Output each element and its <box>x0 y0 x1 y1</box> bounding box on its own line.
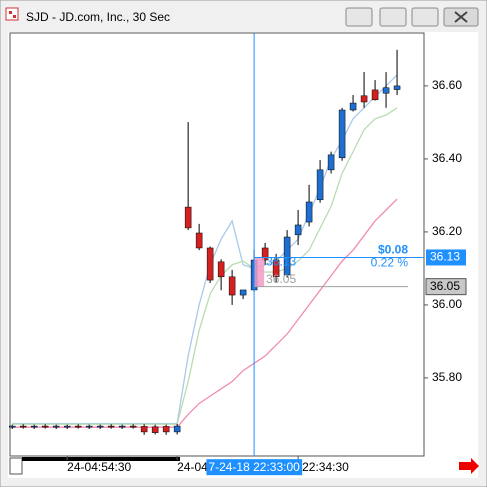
candle-body <box>63 425 71 428</box>
candle-body <box>349 102 357 111</box>
candle-body <box>52 425 60 428</box>
scroll-box[interactable] <box>9 457 23 475</box>
candle-body <box>228 276 236 296</box>
candle-body <box>261 247 269 261</box>
candle-body <box>327 154 335 171</box>
candle-body <box>371 89 379 101</box>
y-tick-label: 36.60 <box>432 78 462 92</box>
candle-body <box>316 169 324 201</box>
crosshair-label: 7-24-18 22:33:00 <box>208 460 300 474</box>
candle-body <box>118 425 126 428</box>
price-tag <box>426 249 466 266</box>
app-icon-dot <box>13 15 16 18</box>
y-tick-label: 35.80 <box>432 370 462 384</box>
price-tag-label: 36.05 <box>430 279 460 293</box>
candle-body <box>162 426 170 433</box>
scroll-bar[interactable] <box>22 457 180 461</box>
minimize-button[interactable] <box>379 7 407 27</box>
link-button[interactable] <box>345 7 373 27</box>
scroll-arrow[interactable] <box>459 458 479 474</box>
candle-body <box>360 95 368 103</box>
level-annotation: 36.05 <box>266 272 296 286</box>
change-percent: 0.22 % <box>371 256 409 270</box>
candle-body <box>8 425 16 428</box>
maximize-button[interactable] <box>411 7 439 27</box>
candle-body <box>217 261 225 278</box>
candle-body <box>272 259 280 278</box>
candle-body <box>305 201 313 223</box>
close-icon <box>454 11 468 23</box>
candle-body <box>129 425 137 428</box>
candle-body <box>195 232 203 249</box>
candle-body <box>74 425 82 428</box>
y-tick-label: 36.00 <box>432 297 462 311</box>
candle-body <box>85 425 93 428</box>
price-tag-label: 36.13 <box>430 250 460 264</box>
y-tick-label: 36.40 <box>432 151 462 165</box>
candle-body <box>140 426 148 433</box>
range-highlight <box>254 257 265 287</box>
candle-body <box>393 85 401 90</box>
change-amount: $0.08 <box>378 243 408 257</box>
x-tick-label: 24-04 <box>177 460 208 474</box>
price-tag <box>425 278 467 296</box>
level-annotation: 36.13 <box>266 255 296 269</box>
candle-body <box>294 224 302 236</box>
candle-body <box>96 425 104 428</box>
crosshair-label-bg <box>206 459 303 476</box>
candle-body <box>206 247 214 281</box>
y-tick-label: 36.20 <box>432 224 462 238</box>
candle-body <box>19 425 27 428</box>
candle-body <box>184 206 192 229</box>
x-tick-label: 24-04:54:30 <box>67 460 131 474</box>
app-icon-dot <box>9 11 12 14</box>
moving-average-line <box>12 107 398 425</box>
candle-body <box>382 87 390 94</box>
candle-body <box>151 426 159 433</box>
candle-body <box>107 425 115 428</box>
candle-body <box>239 289 247 296</box>
window-title: SJD - JD.com, Inc., 30 Sec <box>26 10 170 24</box>
candle-body <box>338 109 346 159</box>
candle-body <box>30 425 38 428</box>
candle-body <box>41 425 49 428</box>
candle-body <box>283 236 291 276</box>
x-tick-label: -22:34:30 <box>298 460 349 474</box>
candle-body <box>173 425 181 433</box>
